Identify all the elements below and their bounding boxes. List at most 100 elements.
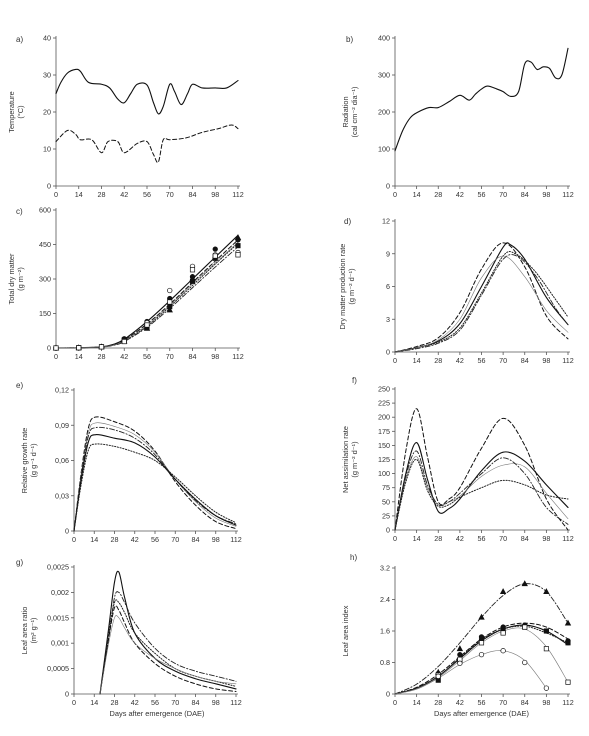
series-line-4 xyxy=(394,254,569,353)
y-tick-label: 450 xyxy=(39,240,51,249)
x-tick-label: 28 xyxy=(434,534,442,543)
panel-letter: e) xyxy=(16,381,23,390)
chart-panel-h: h) 0 0.8 1.6 2.4 3.2 0 14 28 42 56 70 84 98 112 Leaf ar… xyxy=(341,553,574,718)
y-tick-label: 0 xyxy=(47,344,51,353)
series-line-5 xyxy=(99,615,237,695)
data-point-circle-open xyxy=(500,648,506,654)
y-tick-label: 0,09 xyxy=(55,421,69,430)
series-line-2 xyxy=(394,242,569,353)
data-point-square-open xyxy=(189,267,196,273)
chart-panel-f: f) 0 25 50 75 100 125 150 175 200 225 250 0 14 28 42 56 7… xyxy=(341,376,574,543)
y-tick-label: 200 xyxy=(378,413,390,422)
chart-panel-c: c) 0 150 300 450 600 0 14 28 42 56 70 84 98 112 Total d… xyxy=(7,206,244,362)
data-point-triangle-filled xyxy=(456,645,464,652)
series-line-2 xyxy=(394,442,569,531)
x-tick-label: 28 xyxy=(111,535,119,544)
y-axis-label: (g m⁻²) xyxy=(16,267,25,291)
y-axis-label: Leaf area ratio xyxy=(20,607,29,655)
data-point-circle-open xyxy=(543,685,550,691)
y-tick-label: 0 xyxy=(65,527,69,536)
series-line-3 xyxy=(55,242,239,349)
y-tick-label: 0,0025 xyxy=(47,563,69,572)
x-tick-label: 112 xyxy=(230,535,241,544)
x-tick-label: 56 xyxy=(151,698,159,707)
y-tick-label: 10 xyxy=(43,145,51,154)
x-tick-label: 42 xyxy=(120,190,128,199)
x-tick-label: 70 xyxy=(499,534,507,543)
y-tick-label: 400 xyxy=(378,34,390,43)
data-point-square-open xyxy=(121,339,127,345)
y-axis-label: Leaf area index xyxy=(341,605,350,656)
series-line-3 xyxy=(394,456,569,531)
series-line-4 xyxy=(99,605,237,695)
marker-series-4 xyxy=(435,624,571,685)
series-line-1 xyxy=(394,242,569,353)
x-tick-label: 56 xyxy=(478,190,486,199)
x-tick-label: 28 xyxy=(111,698,119,707)
x-tick-label: 42 xyxy=(131,698,139,707)
x-tick-label: 70 xyxy=(499,190,507,199)
data-point-square-open xyxy=(543,646,549,652)
marker-series-5 xyxy=(53,252,241,351)
y-tick-label: 0 xyxy=(65,690,69,699)
y-tick-label: 225 xyxy=(378,399,390,408)
series-line-4 xyxy=(394,450,569,531)
y-tick-label: 0,002 xyxy=(51,588,69,597)
data-point-square-open xyxy=(522,624,528,630)
y-tick-label: 30 xyxy=(43,71,51,80)
panel-letter: d) xyxy=(344,217,351,226)
x-tick-label: 112 xyxy=(232,190,243,199)
y-tick-label: 150 xyxy=(39,309,51,318)
x-tick-label: 98 xyxy=(211,190,219,199)
y-tick-label: 100 xyxy=(378,145,390,154)
y-tick-label: 125 xyxy=(378,455,390,464)
x-tick-label: 56 xyxy=(151,535,159,544)
panel-letter: h) xyxy=(350,553,357,562)
data-point-square-open xyxy=(144,322,150,328)
y-axis-label: Relative growth rate xyxy=(20,428,29,494)
y-tick-label: 300 xyxy=(378,71,390,80)
data-point-triangle-filled xyxy=(499,588,507,594)
series-line-1 xyxy=(55,234,239,349)
y-tick-label: 0 xyxy=(386,348,390,357)
y-tick-label: 0,001 xyxy=(51,639,69,648)
x-tick-label: 0 xyxy=(393,356,397,365)
x-tick-label: 70 xyxy=(499,698,507,707)
y-axis-label: (cal cm⁻² dia⁻¹) xyxy=(350,87,359,138)
x-tick-label: 112 xyxy=(562,190,573,199)
data-point-square-open xyxy=(235,252,241,258)
x-tick-label: 84 xyxy=(189,352,197,361)
series-line-2 xyxy=(55,124,239,163)
y-axis-label: (m² g⁻¹) xyxy=(29,617,38,643)
y-tick-label: 25 xyxy=(382,511,390,520)
x-tick-label: 70 xyxy=(166,190,174,199)
x-tick-label: 70 xyxy=(166,352,174,361)
series-line-3 xyxy=(394,622,569,695)
y-tick-label: 250 xyxy=(378,385,390,394)
data-point-square-filled xyxy=(565,640,571,646)
x-tick-label: 112 xyxy=(232,352,243,361)
y-tick-label: 12 xyxy=(382,217,390,226)
y-tick-label: 0 xyxy=(386,182,390,191)
marker-series-1 xyxy=(53,237,241,351)
y-tick-label: 0 xyxy=(47,182,51,191)
x-tick-label: 112 xyxy=(230,698,241,707)
y-tick-label: 2.4 xyxy=(380,595,390,604)
y-tick-label: 600 xyxy=(39,206,51,215)
series-line-1 xyxy=(55,68,239,115)
marker-series-5 xyxy=(435,648,550,691)
x-tick-label: 0 xyxy=(54,352,58,361)
y-tick-label: 0,06 xyxy=(55,456,69,465)
y-tick-label: 200 xyxy=(378,108,390,117)
series-line-4 xyxy=(73,434,237,532)
data-point-square-open xyxy=(478,640,485,646)
series-line-1 xyxy=(73,416,237,532)
x-tick-label: 42 xyxy=(456,534,464,543)
data-point-square-filled xyxy=(235,243,241,249)
panel-letter: f) xyxy=(352,376,357,385)
x-tick-label: 42 xyxy=(456,356,464,365)
y-tick-label: 40 xyxy=(43,34,51,43)
x-tick-label: 84 xyxy=(189,190,197,199)
marker-series-3 xyxy=(52,234,242,351)
